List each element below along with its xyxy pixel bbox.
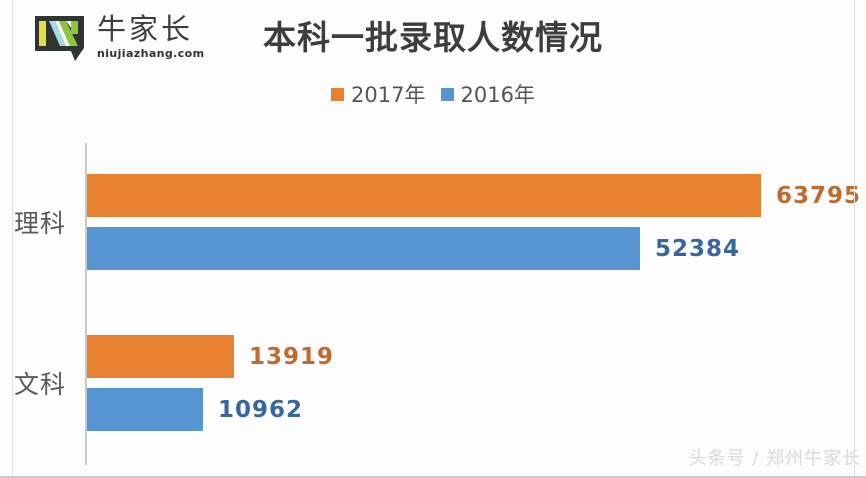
value-label-2016年-文科: 10962 <box>218 396 304 423</box>
bar-2016年-理科 <box>87 227 640 270</box>
chart-title: 本科一批录取人数情况 <box>263 18 603 57</box>
bar-2017年-理科 <box>87 174 761 217</box>
legend-swatch-icon <box>331 87 345 101</box>
chart-legend: 2017年 2016年 <box>0 79 866 109</box>
brand-name: 牛家长 <box>97 12 194 46</box>
value-label-2016年-理科: 52384 <box>655 235 741 262</box>
right-border-line <box>854 0 855 476</box>
watermark: 头条号 / 郑州牛家长 <box>688 448 861 469</box>
brand-domain: niujiazhang.com <box>97 47 205 61</box>
bottom-border-line <box>0 476 866 478</box>
legend-item-2017年: 2017年 <box>331 79 426 109</box>
y-axis-line <box>85 143 87 465</box>
category-label-理科: 理科 <box>13 209 66 238</box>
legend-label: 2017年 <box>351 83 426 107</box>
brand-text-block: 牛家长 niujiazhang.com <box>97 12 205 61</box>
legend-item-2016年: 2016年 <box>440 79 535 109</box>
legend-label: 2016年 <box>460 83 535 107</box>
value-label-2017年-文科: 13919 <box>249 343 335 370</box>
niujiazhang-logo-icon <box>35 16 84 61</box>
legend-swatch-icon <box>440 87 454 101</box>
left-border-line <box>12 0 13 476</box>
bar-2017年-文科 <box>87 335 234 378</box>
value-label-2017年-理科: 63795 <box>776 182 862 209</box>
brand-logo: 牛家长 niujiazhang.com <box>33 12 205 62</box>
bar-2016年-文科 <box>87 388 203 431</box>
category-label-文科: 文科 <box>13 370 66 399</box>
